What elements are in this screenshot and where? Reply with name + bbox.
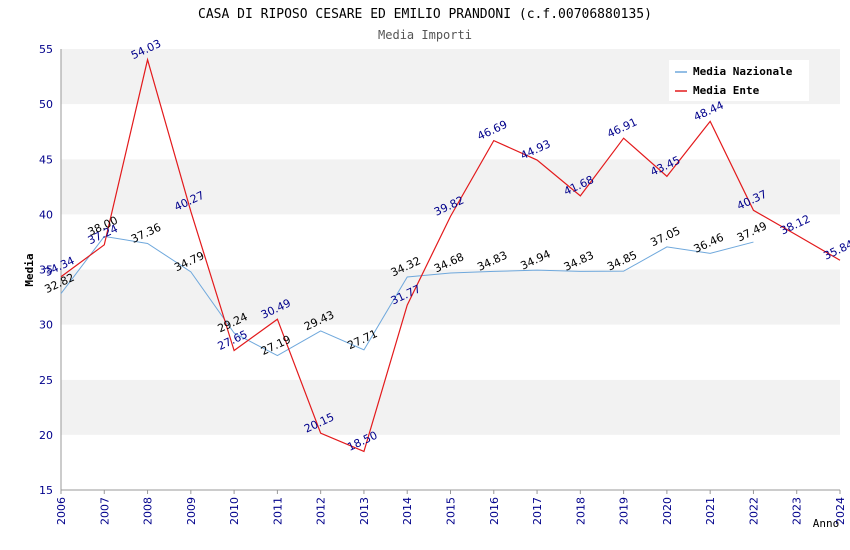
y-tick-label: 55	[39, 43, 53, 56]
x-tick-label: 2011	[271, 497, 284, 525]
legend-box	[669, 60, 809, 101]
grid-band	[61, 379, 840, 435]
x-tick-label: 2016	[488, 497, 501, 525]
y-tick-label: 20	[39, 429, 53, 442]
series-line-media-ente	[60, 57, 841, 453]
x-tick-label: 2014	[401, 497, 414, 525]
y-axis: 15 20 25 30 35 40 45 50 55	[39, 43, 62, 497]
x-tick-label: 2015	[445, 497, 458, 525]
series-line-media-nazionale	[60, 235, 754, 357]
y-tick-label: 15	[39, 484, 53, 497]
chart-subtitle: Media Importi	[378, 28, 472, 42]
x-tick-label: 2006	[55, 497, 68, 525]
x-tick-label: 2023	[791, 497, 804, 525]
x-tick-label: 2024	[834, 497, 847, 525]
y-tick-label: 50	[39, 98, 53, 111]
x-tick-label: 2007	[98, 497, 111, 525]
x-tick-label: 2008	[142, 497, 155, 525]
legend-label-media-nazionale: Media Nazionale	[693, 65, 793, 78]
y-tick-label: 40	[39, 208, 53, 221]
x-tick-label: 2009	[185, 497, 198, 525]
x-tick-label: 2019	[618, 497, 631, 525]
x-tick-label: 2013	[358, 497, 371, 525]
grid-band	[61, 324, 840, 380]
x-tick-label: 2020	[661, 497, 674, 525]
legend: Media Nazionale Media Ente	[669, 60, 809, 101]
x-axis-label: Anno	[813, 517, 840, 530]
x-tick-label: 2021	[704, 497, 717, 525]
y-tick-label: 45	[39, 153, 53, 166]
grid-bands	[61, 49, 840, 490]
series-lines	[60, 57, 841, 453]
chart-title: CASA DI RIPOSO CESARE ED EMILIO PRANDONI…	[198, 7, 652, 22]
x-tick-label: 2018	[574, 497, 587, 525]
grid-band	[61, 104, 840, 160]
x-tick-label: 2012	[315, 497, 328, 525]
y-axis-label: Media	[23, 253, 36, 286]
grid-band	[61, 214, 840, 270]
grid-band	[61, 269, 840, 325]
x-axis: 2006 2007 2008 2009 2010 2011 2012 2013 2014 2015…	[55, 489, 847, 525]
legend-label-media-ente: Media Ente	[693, 84, 760, 97]
y-tick-label: 30	[39, 319, 53, 332]
grid-band	[61, 159, 840, 215]
x-tick-label: 2017	[531, 497, 544, 525]
x-tick-label: 2022	[747, 497, 760, 525]
y-tick-label: 25	[39, 374, 53, 387]
y-tick-label: 35	[39, 264, 53, 277]
x-tick-label: 2010	[228, 497, 241, 525]
grid-band	[61, 434, 840, 490]
